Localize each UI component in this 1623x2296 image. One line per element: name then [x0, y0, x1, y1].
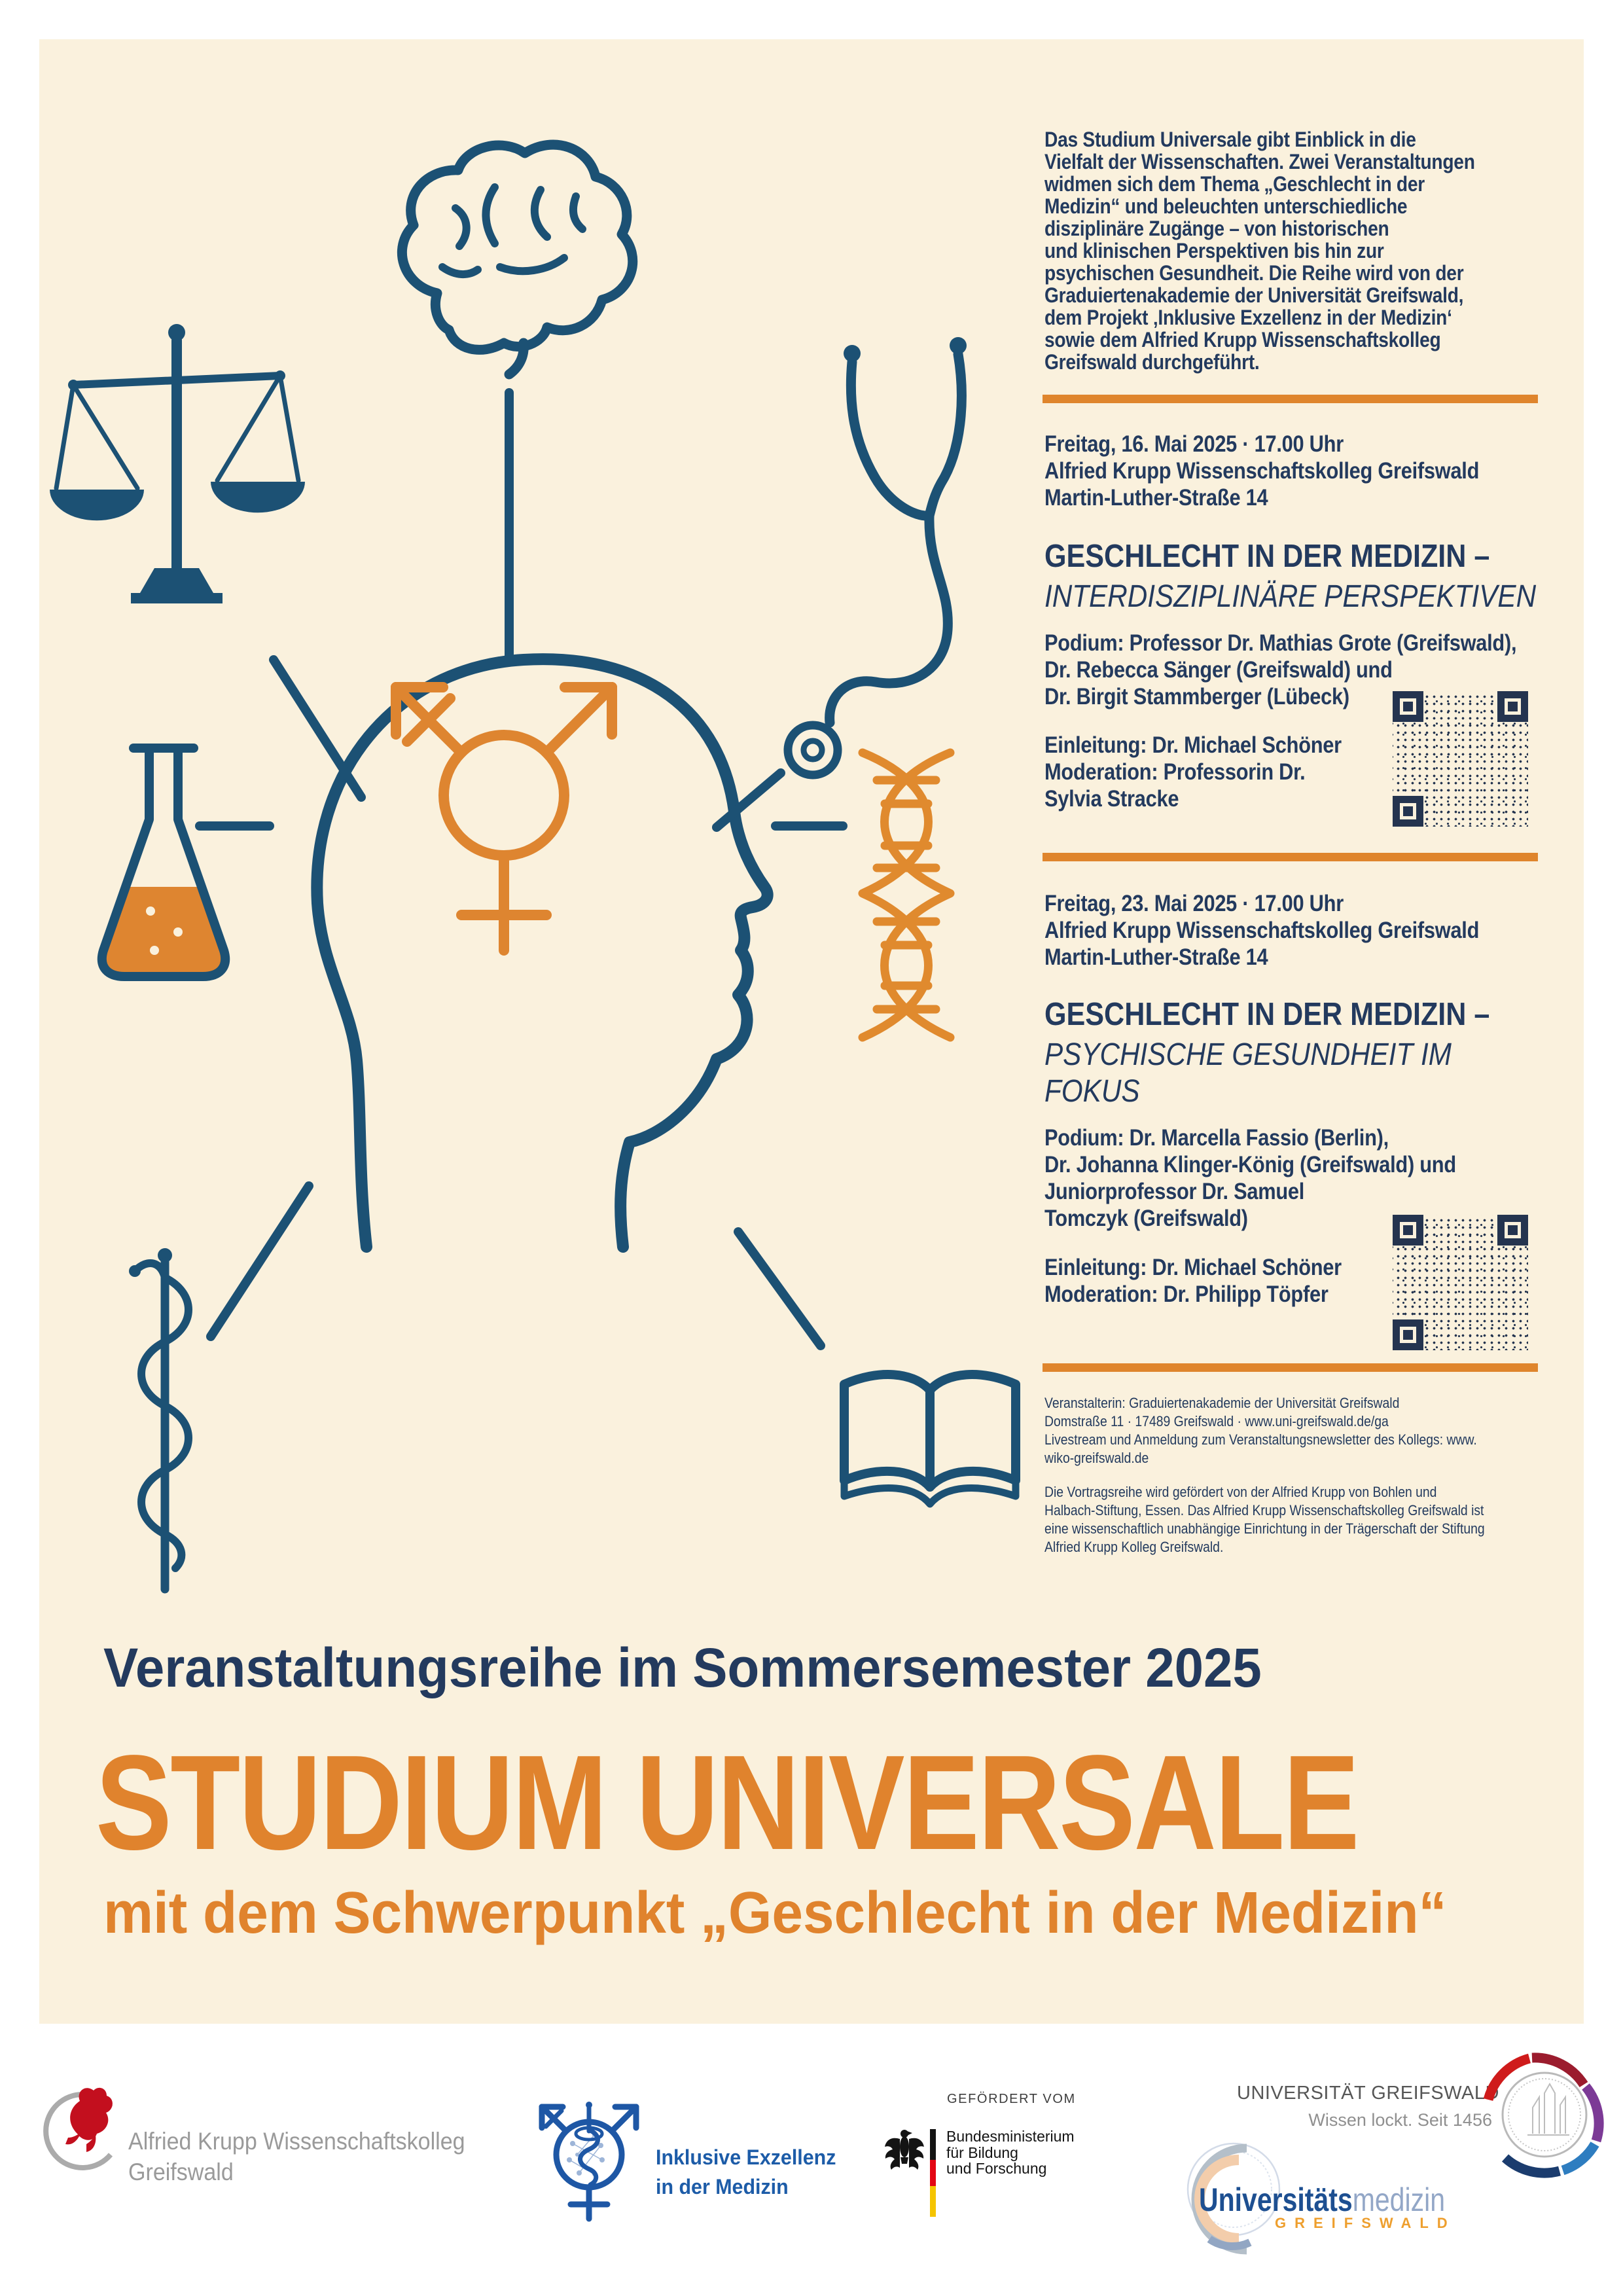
scales-of-justice-icon: [50, 324, 305, 603]
qr-finder: [1497, 691, 1528, 722]
event-2-podium: Podium: Dr. Marcella Fassio (Berlin), Dr…: [1044, 1125, 1456, 1231]
unimedizin-part1: Universitäts: [1199, 2181, 1353, 2218]
series-label: Veranstaltungsreihe im Sommersemester 20…: [103, 1637, 1262, 1698]
event-1-podium: Podium: Professor Dr. Mathias Grote (Gre…: [1044, 630, 1517, 709]
unimedizin-logo-mark: [1186, 2142, 1281, 2255]
connector-lines: [195, 388, 847, 1350]
unimedizin-logo-text: Universitätsmedizin: [1199, 2181, 1445, 2219]
divider-middle: [1043, 853, 1538, 861]
inklusive-exzellenz-logo-mark: [539, 2102, 639, 2222]
event-1-datetime: Freitag, 16. Mai 2025 · 17.00 Uhr: [1044, 431, 1344, 457]
qr-code-event-1: [1393, 691, 1528, 827]
event-1-einleitung-moderation: Einleitung: Dr. Michael Schöner Moderati…: [1044, 732, 1342, 812]
funding-smallprint: Die Vortragsreihe wird gefördert von der…: [1044, 1484, 1485, 1555]
uni-greifswald-logo-claim: Wissen lockt. Seit 1456: [1308, 2110, 1492, 2130]
divider-bottom: [1043, 1363, 1538, 1372]
event-2-address: Martin-Luther-Straße 14: [1044, 944, 1268, 970]
head-science-illustration: [50, 139, 1020, 1594]
uni-greifswald-seal: [1483, 2053, 1604, 2178]
event-2-einleitung-moderation: Einleitung: Dr. Michael Schöner Moderati…: [1044, 1255, 1342, 1307]
uni-greifswald-logo-text: UNIVERSITÄT GREIFSWALD: [1237, 2083, 1499, 2104]
unimedizin-part2: medizin: [1352, 2181, 1445, 2218]
flask-liquid: [101, 887, 226, 975]
qr-finder: [1497, 1215, 1528, 1246]
krupp-kolleg-logo-mark: [43, 2087, 113, 2170]
event-2-venue: Alfried Krupp Wissenschaftskolleg Greifs…: [1044, 918, 1480, 943]
event-1-address: Martin-Luther-Straße 14: [1044, 485, 1268, 511]
unimedizin-city: GREIFSWALD: [1275, 2215, 1456, 2231]
bmbf-logo-text: Bundesministerium für Bildung und Forsch…: [946, 2128, 1075, 2177]
qr-code-event-2: [1393, 1215, 1528, 1350]
divider-top: [1043, 395, 1538, 403]
brain-icon: [397, 139, 638, 380]
federal-eagle-icon: [885, 2130, 924, 2170]
poster-background: [39, 39, 1584, 2024]
intro-paragraph: Das Studium Universale gibt Einblick in …: [1044, 128, 1475, 374]
poster-title: STUDIUM UNIVERSALE: [96, 1727, 1359, 1878]
qr-finder: [1393, 1215, 1423, 1246]
event-1-venue: Alfried Krupp Wissenschaftskolleg Greifs…: [1044, 458, 1480, 484]
laboratory-flask-icon: [97, 744, 230, 981]
transgender-symbol: [391, 682, 617, 956]
event-2-title: GESCHLECHT IN DER MEDIZIN –: [1044, 997, 1490, 1032]
bmbf-kicker: GEFÖRDERT VOM: [947, 2092, 1076, 2106]
qr-finder: [1393, 1319, 1423, 1350]
human-head-profile: [311, 653, 774, 1253]
krupp-kolleg-logo-text: Alfried Krupp Wissenschaftskolleg Greifs…: [128, 2128, 465, 2185]
rod-of-asclepius-icon: [129, 1248, 192, 1594]
poster-subtitle: mit dem Schwerpunkt „Geschlecht in der M…: [103, 1880, 1447, 1946]
event-1-title: GESCHLECHT IN DER MEDIZIN –: [1044, 539, 1490, 574]
event-2-datetime-block: Freitag, 23. Mai 2025 · 17.00 Uhr Alfrie…: [1044, 890, 1541, 971]
organizer-smallprint: Veranstalterin: Graduiertenakademie der …: [1044, 1395, 1477, 1466]
event-2-datetime: Freitag, 23. Mai 2025 · 17.00 Uhr: [1044, 891, 1344, 916]
inklusive-exzellenz-logo-text: Inklusive Exzellenz in der Medizin: [656, 2145, 836, 2198]
stethoscope-icon: [783, 337, 967, 780]
bmbf-logo-mark: [885, 2129, 936, 2217]
griffin-icon: [65, 2087, 113, 2152]
seal-cathedral-lines: [1527, 2082, 1569, 2136]
event-2-subtitle: PSYCHISCHE GESUNDHEIT IM FOKUS: [1044, 1037, 1452, 1109]
dna-helix-icon: [858, 748, 955, 1042]
event-1-subtitle: INTERDISZIPLINÄRE PERSPEKTIVEN: [1044, 579, 1537, 614]
qr-finder: [1393, 796, 1423, 827]
qr-finder: [1393, 691, 1423, 722]
event-1-datetime-block: Freitag, 16. Mai 2025 · 17.00 Uhr Alfrie…: [1044, 431, 1541, 511]
open-book-icon: [840, 1370, 1020, 1508]
